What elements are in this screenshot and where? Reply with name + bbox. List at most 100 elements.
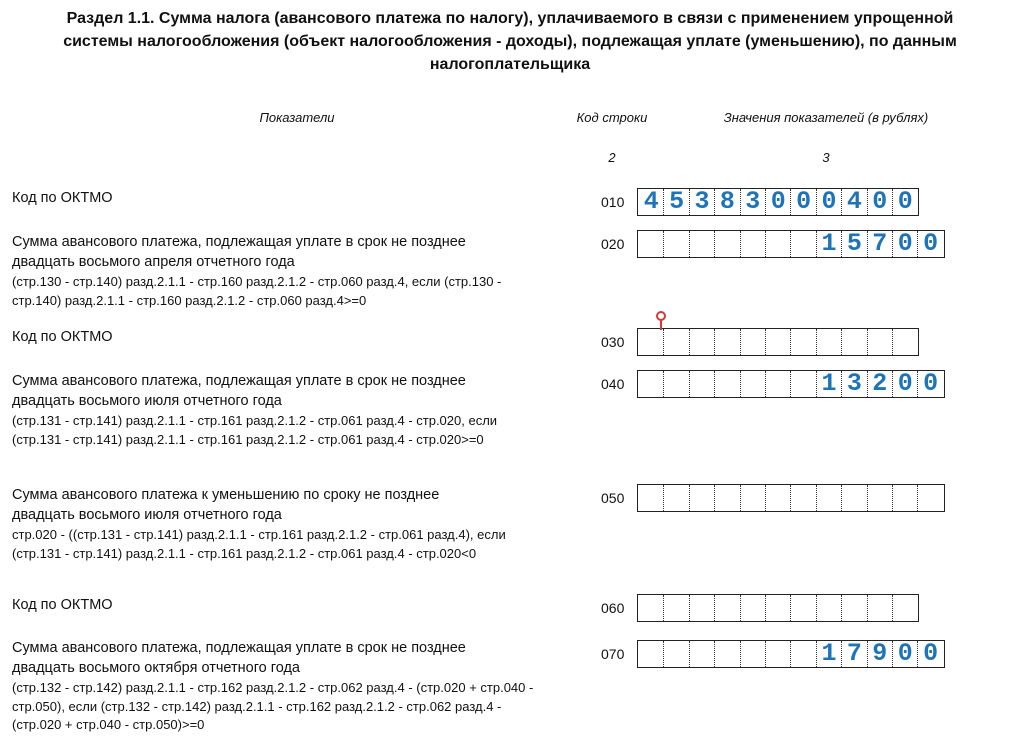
- cell: [891, 329, 917, 355]
- cell: [688, 329, 714, 355]
- cell: [714, 231, 739, 257]
- cell: [714, 485, 739, 511]
- row-label: Сумма авансового платежа к уменьшению по…: [12, 487, 440, 503]
- row-formula: (стр.020 + стр.040 - стр.050)>=0: [12, 717, 205, 732]
- value-cells: [637, 640, 945, 668]
- cell: [841, 329, 866, 355]
- cell: [866, 595, 892, 621]
- cell: [764, 329, 790, 355]
- cell: [714, 189, 739, 215]
- cell: [688, 371, 714, 397]
- column-number: 3: [822, 150, 830, 165]
- cell: [663, 641, 688, 667]
- cell: [790, 641, 815, 667]
- cell: [764, 595, 790, 621]
- cell: [790, 595, 815, 621]
- value-cells: [637, 594, 920, 622]
- cell: [764, 189, 790, 215]
- cell: [714, 371, 739, 397]
- cell: [891, 641, 917, 667]
- cell: [688, 595, 714, 621]
- title-line: системы налогообложения (объект налогооб…: [63, 33, 957, 50]
- cell: [714, 595, 739, 621]
- cell: [841, 371, 866, 397]
- cell: [739, 641, 765, 667]
- row-label: Код по ОКТМО: [12, 597, 113, 613]
- row-label: Сумма авансового платежа, подлежащая упл…: [12, 373, 466, 389]
- cell: [917, 371, 942, 397]
- value-digits: 13200: [821, 369, 949, 398]
- row-label: двадцать восьмого июля отчетного года: [12, 393, 282, 409]
- row-label: двадцать восьмого июля отчетного года: [12, 507, 282, 523]
- cell: [841, 485, 866, 511]
- cell: [739, 371, 765, 397]
- cell: [663, 371, 688, 397]
- row-code: 030: [601, 334, 625, 350]
- cell: [739, 189, 765, 215]
- pin-icon: [656, 311, 666, 330]
- cell: [688, 189, 714, 215]
- cell: [891, 595, 917, 621]
- cell: [841, 189, 866, 215]
- row-label: двадцать восьмого апреля отчетного года: [12, 254, 295, 270]
- cell: [866, 371, 892, 397]
- cell: [764, 641, 790, 667]
- cell: [739, 485, 765, 511]
- cell: [638, 595, 663, 621]
- row-label: Код по ОКТМО: [12, 329, 113, 345]
- cell: [638, 641, 663, 667]
- value-cells: [637, 484, 945, 512]
- cell: [638, 485, 663, 511]
- cell: [917, 485, 942, 511]
- cell: [815, 595, 841, 621]
- row-label: двадцать восьмого октября отчетного года: [12, 660, 300, 676]
- cell: [714, 641, 739, 667]
- cell: [688, 641, 714, 667]
- value-digits: 15700: [821, 229, 949, 258]
- row-formula: стр.020 - ((стр.131 - стр.141) разд.2.1.…: [12, 527, 506, 542]
- value-cells: [637, 188, 920, 216]
- cell: [866, 485, 892, 511]
- row-code: 050: [601, 490, 625, 506]
- cell: [739, 329, 765, 355]
- cell: [739, 595, 765, 621]
- cell: [790, 329, 815, 355]
- cell: [815, 231, 841, 257]
- cell: [891, 371, 917, 397]
- row-formula: (стр.131 - стр.141) разд.2.1.1 - стр.161…: [12, 545, 477, 561]
- cell: [917, 231, 942, 257]
- row-label: Код по ОКТМО: [12, 190, 113, 206]
- cell: [638, 231, 663, 257]
- cell: [815, 189, 841, 215]
- title-line: налогоплательщика: [429, 56, 591, 73]
- cell: [764, 231, 790, 257]
- column-header: Значения показателей (в рублях): [723, 110, 929, 125]
- value-cells: [637, 370, 945, 398]
- row-formula: (стр.130 - стр.140) разд.2.1.1 - стр.160…: [12, 274, 502, 289]
- cell: [815, 485, 841, 511]
- cell: [663, 189, 688, 215]
- cell: [663, 231, 688, 257]
- row-formula: (стр.131 - стр.141) разд.2.1.1 - стр.161…: [12, 413, 498, 428]
- cell: [790, 371, 815, 397]
- cell: [790, 485, 815, 511]
- cell: [815, 641, 841, 667]
- cell: [866, 231, 892, 257]
- column-number: 2: [608, 150, 616, 165]
- cell: [790, 189, 815, 215]
- value-digits: 45383000400: [643, 187, 924, 216]
- row-label: Сумма авансового платежа, подлежащая упл…: [12, 640, 466, 656]
- row-code: 040: [601, 376, 625, 392]
- cell: [815, 329, 841, 355]
- cell: [688, 485, 714, 511]
- cell: [764, 485, 790, 511]
- value-digits: 17900: [821, 639, 949, 668]
- cell: [866, 189, 892, 215]
- cell: [764, 371, 790, 397]
- cell: [815, 371, 841, 397]
- cell: [739, 231, 765, 257]
- title-line: Раздел 1.1. Сумма налога (авансового пла…: [66, 10, 954, 27]
- cell: [714, 329, 739, 355]
